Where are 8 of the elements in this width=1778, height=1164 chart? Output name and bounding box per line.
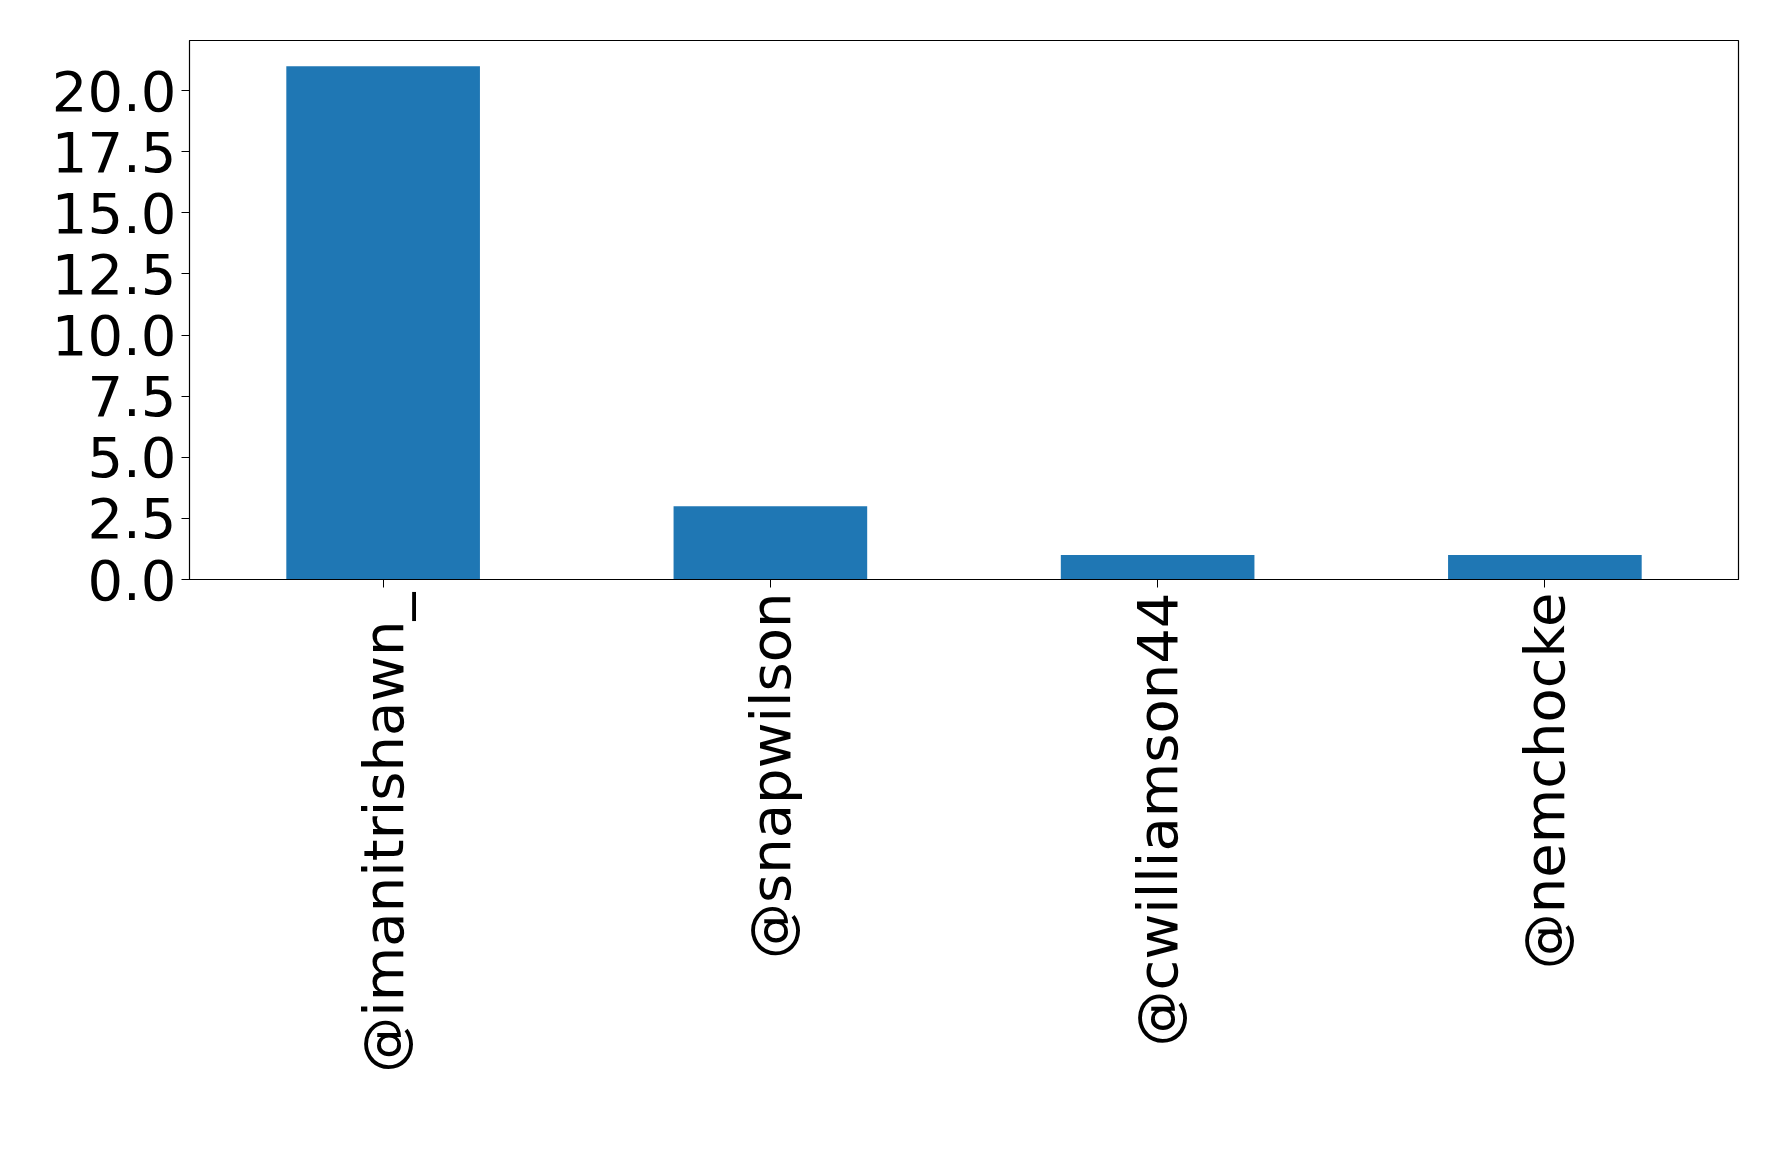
bar: [673, 506, 868, 580]
x-tick-label: @nemchocke: [1512, 592, 1578, 970]
bar: [286, 66, 480, 580]
x-tick-label: @imanitrishawn_: [350, 591, 416, 1073]
bar: [1448, 555, 1642, 580]
x-tick-label: @snapwilson: [737, 592, 803, 959]
x-tick-label: @cwilliamson44: [1125, 592, 1191, 1047]
bar: [1060, 555, 1255, 580]
